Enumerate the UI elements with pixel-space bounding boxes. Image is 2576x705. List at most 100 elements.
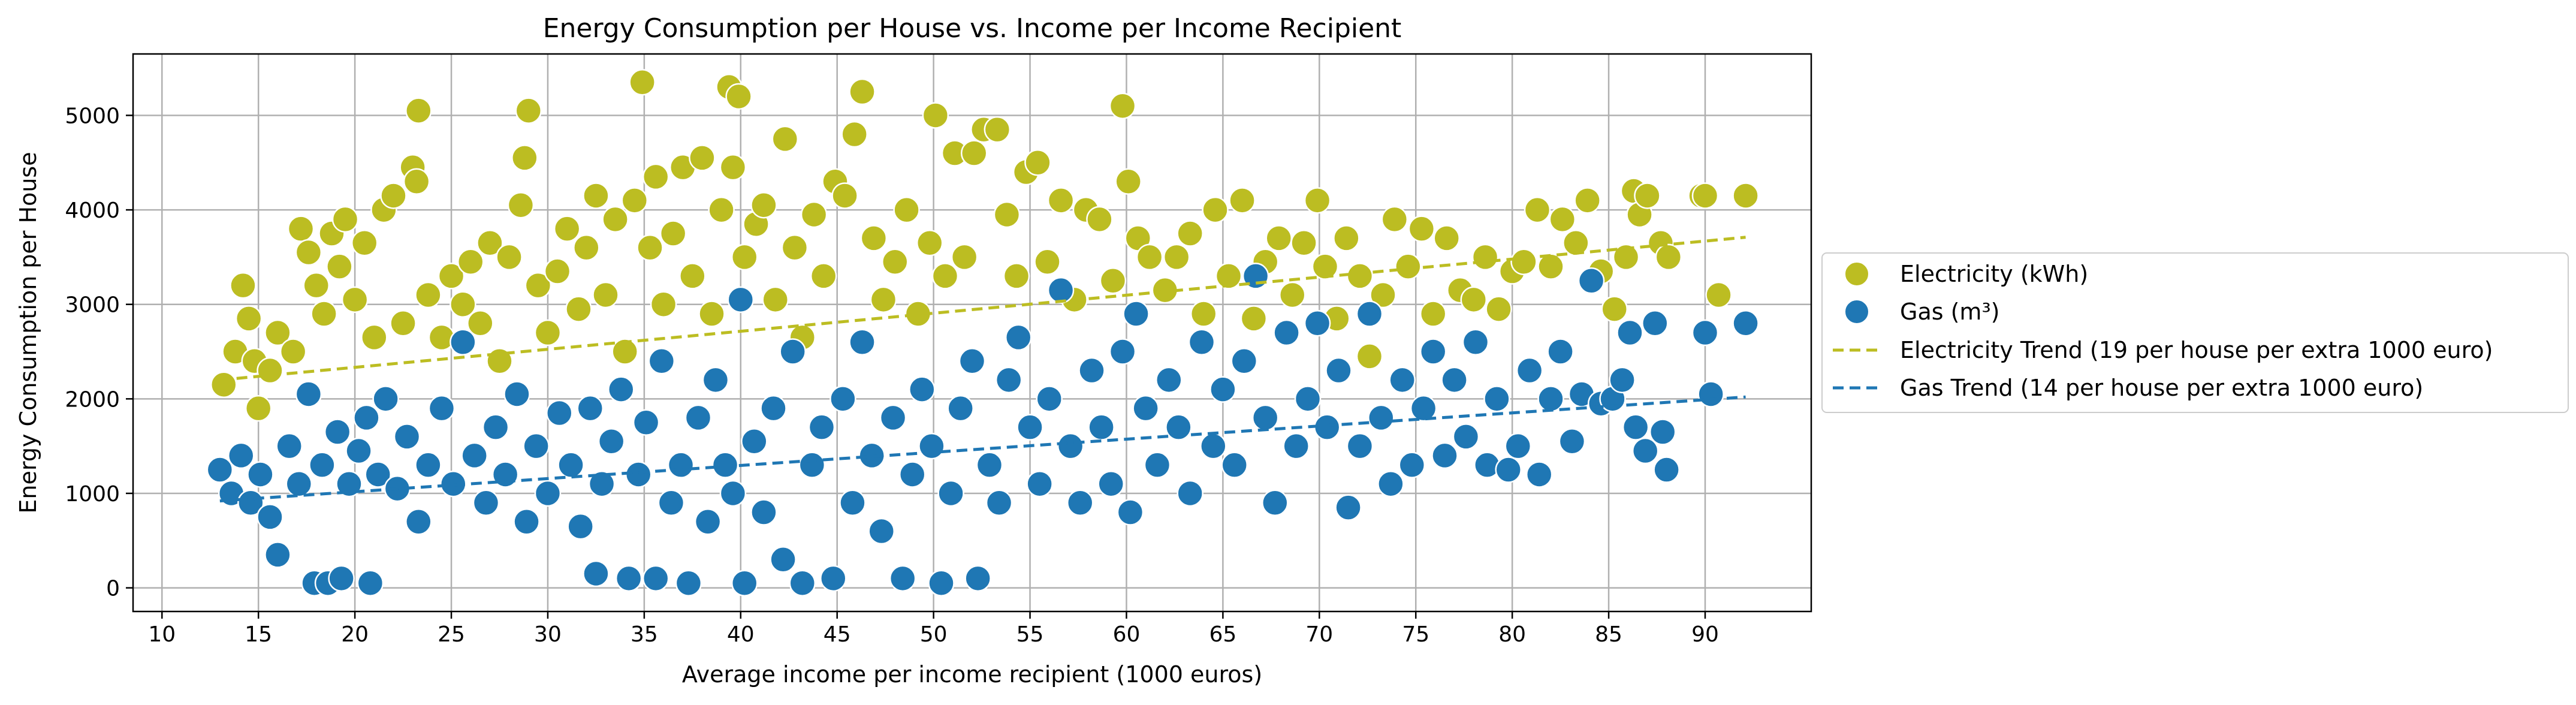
data-point: [1485, 296, 1512, 323]
data-point: [1398, 451, 1426, 478]
data-point: [1471, 243, 1499, 271]
trend-line: [219, 395, 1746, 503]
data-point: [771, 125, 799, 153]
data-point: [882, 248, 909, 276]
data-point: [507, 191, 535, 219]
data-point: [829, 385, 856, 412]
axes-layer: 10 15 20 25 30 35 40 45 50 55 60 65 70 75 80 85 90 0 1000 2…: [65, 104, 1719, 647]
data-point: [931, 263, 959, 290]
data-point: [1230, 348, 1258, 375]
data-point: [1395, 253, 1422, 280]
data-point: [698, 300, 725, 327]
y-tick-label: 0: [106, 577, 120, 601]
data-point: [245, 394, 272, 422]
x-tick-label: 45: [824, 622, 851, 647]
data-point: [1691, 319, 1719, 347]
data-point: [583, 560, 610, 588]
data-point: [789, 570, 816, 596]
data-point: [235, 305, 263, 332]
series-0: [210, 69, 1759, 422]
data-point: [1251, 404, 1279, 432]
data-point: [602, 206, 629, 233]
data-point: [476, 230, 503, 257]
data-point: [1431, 442, 1458, 469]
data-point: [642, 163, 669, 191]
data-point: [577, 394, 604, 422]
data-point: [615, 565, 643, 592]
series-1: [206, 263, 1759, 596]
data-point: [985, 489, 1013, 516]
data-point: [719, 153, 747, 181]
data-point: [405, 508, 432, 535]
x-tick-label: 90: [1691, 622, 1719, 647]
data-point: [1123, 300, 1150, 327]
data-point: [1177, 480, 1203, 507]
data-point: [573, 234, 600, 261]
data-point: [257, 504, 283, 531]
data-point: [849, 78, 876, 106]
data-point: [553, 215, 581, 242]
data-point: [1601, 296, 1628, 323]
y-tick-label: 1000: [65, 482, 120, 507]
data-point: [889, 565, 916, 592]
data-point: [1612, 243, 1640, 271]
data-point: [1616, 319, 1643, 347]
data-point: [1419, 338, 1447, 365]
data-point: [679, 263, 706, 290]
x-tick-label: 50: [920, 622, 948, 647]
data-point: [1631, 437, 1659, 465]
data-point: [1504, 432, 1532, 460]
data-point: [841, 120, 868, 148]
data-point: [1368, 404, 1395, 432]
data-point: [1163, 243, 1190, 271]
data-point: [450, 329, 476, 356]
data-point: [1537, 385, 1564, 412]
data-point: [324, 418, 351, 445]
data-point: [1524, 196, 1551, 224]
data-point: [1311, 253, 1339, 280]
data-point: [285, 470, 313, 498]
data-point: [1389, 366, 1416, 394]
data-point: [331, 206, 359, 233]
data-point: [918, 432, 945, 460]
x-tick-label: 75: [1402, 622, 1429, 647]
data-point: [310, 300, 337, 327]
data-point: [976, 451, 1003, 478]
data-point: [264, 541, 291, 568]
data-point: [879, 404, 907, 432]
data-point: [390, 309, 417, 337]
data-point: [870, 286, 897, 314]
data-point: [1483, 385, 1510, 412]
data-point: [287, 215, 315, 242]
data-point: [364, 461, 391, 488]
data-point: [415, 451, 442, 478]
data-point: [800, 201, 828, 228]
data-point: [341, 286, 369, 314]
data-point: [237, 489, 264, 516]
data-point: [731, 570, 758, 596]
data-point: [257, 357, 283, 384]
data-point: [588, 470, 616, 498]
x-tick-label: 15: [245, 622, 272, 647]
data-point: [295, 381, 322, 408]
data-point: [1655, 243, 1682, 271]
data-point: [1188, 329, 1215, 356]
data-point: [1408, 215, 1435, 242]
data-point: [457, 248, 484, 276]
data-point: [1005, 324, 1032, 351]
data-point: [544, 258, 571, 285]
legend-marker-electricity: [1844, 261, 1869, 287]
data-point: [1558, 428, 1586, 455]
data-point: [960, 140, 988, 167]
data-point: [937, 480, 964, 507]
data-point: [608, 376, 635, 403]
data-point: [1574, 187, 1601, 214]
data-point: [357, 570, 384, 596]
legend-box: [1821, 252, 2569, 413]
data-point: [1705, 281, 1732, 309]
data-point: [781, 234, 809, 261]
data-point: [1460, 286, 1488, 314]
data-point: [1433, 225, 1460, 252]
data-point: [1732, 182, 1759, 209]
data-point: [922, 102, 949, 129]
